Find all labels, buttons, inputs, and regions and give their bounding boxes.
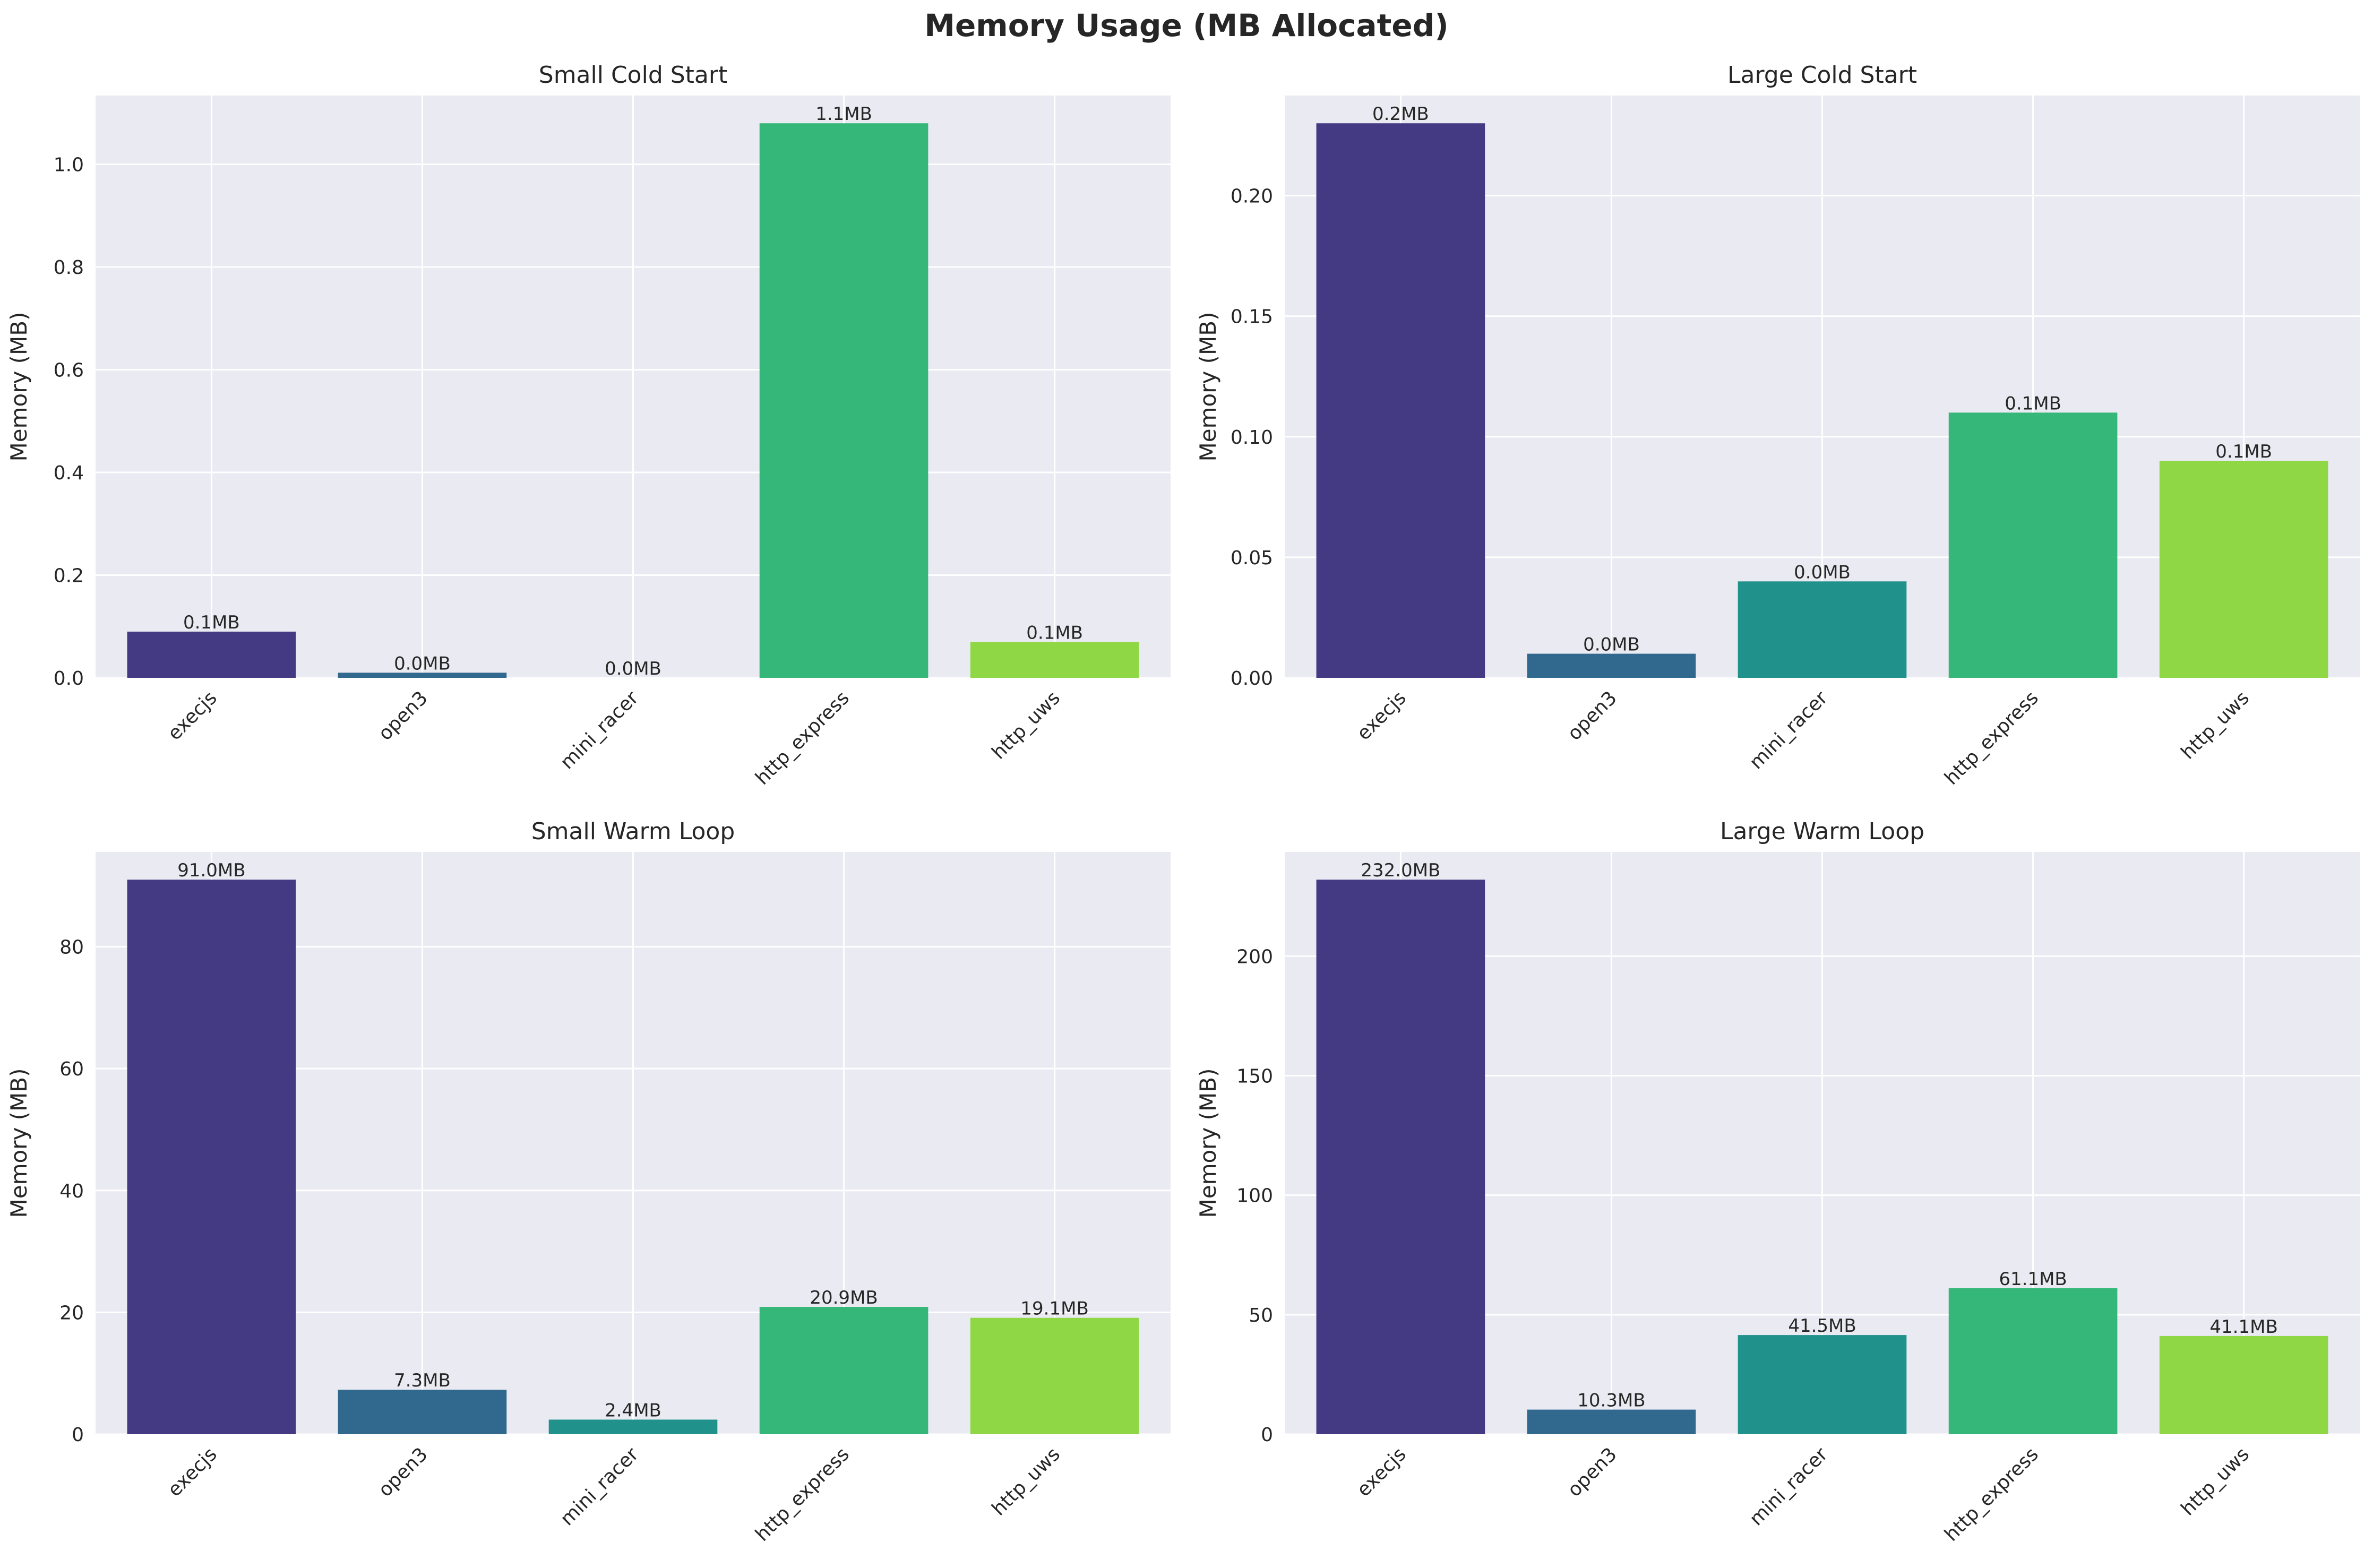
y-tick-label: 80 [59, 937, 84, 959]
panel-title: Small Warm Loop [531, 818, 735, 845]
bar-http_uws [2159, 461, 2328, 678]
data-label: 0.0MB [1794, 562, 1851, 583]
y-tick-label: 0.6 [54, 360, 84, 382]
bar-http_uws [970, 1317, 1139, 1434]
x-tick-label: execjs [1353, 1443, 1410, 1501]
y-tick-label: 150 [1236, 1066, 1273, 1088]
data-label: 1.1MB [815, 104, 872, 125]
bar-execjs [127, 631, 296, 678]
y-tick-label: 0.4 [54, 462, 84, 484]
y-tick-label: 20 [59, 1302, 84, 1324]
data-label: 7.3MB [394, 1370, 451, 1391]
panel-title: Small Cold Start [539, 62, 727, 89]
chart-panel-1: 0.0 0.2 0.4 0.6 0.8 1.0 0.1MB 0.0MB 0.0MB 1.1MB 0.… [6, 62, 1171, 789]
bar-open3 [338, 1390, 507, 1434]
x-tick-label: mini_racer [556, 1443, 643, 1530]
x-tick-label: http_express [1940, 1443, 2043, 1546]
data-label: 232.0MB [1361, 860, 1440, 881]
data-label: 0.1MB [183, 612, 240, 633]
y-tick-label: 200 [1236, 946, 1273, 968]
y-tick-label: 0.20 [1231, 186, 1273, 208]
x-tick-label: http_uws [2177, 1443, 2254, 1520]
x-tick-label: open3 [374, 687, 432, 745]
bar-http_express [759, 123, 928, 678]
y-tick-label: 1.0 [54, 154, 84, 176]
y-tick-label: 60 [59, 1058, 84, 1080]
y-axis-label: Memory (MB) [6, 1069, 32, 1218]
y-tick-label: 50 [1249, 1305, 1273, 1326]
bar-open3 [1527, 653, 1696, 678]
y-tick-label: 0.8 [54, 257, 84, 279]
bar-http_express [1948, 1288, 2118, 1434]
data-label: 0.0MB [605, 658, 661, 679]
data-label: 0.1MB [2005, 393, 2061, 414]
x-tick-label: http_express [1940, 687, 2043, 789]
y-tick-label: 0 [1261, 1424, 1273, 1446]
y-axis-label: Memory (MB) [1195, 1069, 1221, 1218]
y-tick-label: 0.00 [1231, 668, 1273, 690]
data-label: 0.0MB [1583, 634, 1640, 656]
y-tick-label: 40 [59, 1181, 84, 1202]
bar-mini_racer [548, 1419, 718, 1434]
x-tick-label: mini_racer [1746, 687, 1832, 773]
y-tick-label: 0.10 [1231, 427, 1273, 449]
x-tick-label: http_uws [2177, 687, 2254, 763]
chart-panel-3: 0 20 40 60 80 91.0MB 7.3MB 2.4MB 20.9MB 19.1MB exe… [6, 818, 1171, 1546]
figure-title: Memory Usage (MB Allocated) [924, 7, 1449, 44]
data-label: 20.9MB [810, 1287, 878, 1308]
bar-execjs [127, 880, 296, 1434]
x-tick-label: open3 [1563, 1443, 1621, 1501]
data-label: 10.3MB [1577, 1390, 1645, 1411]
y-tick-label: 0.15 [1231, 306, 1273, 328]
y-tick-label: 100 [1236, 1185, 1273, 1207]
data-label: 0.1MB [2215, 441, 2272, 462]
panel-title: Large Warm Loop [1720, 818, 1924, 845]
x-tick-label: mini_racer [556, 687, 643, 773]
x-tick-label: open3 [374, 1443, 432, 1501]
data-label: 41.1MB [2209, 1316, 2277, 1338]
x-tick-label: execjs [164, 1443, 221, 1501]
data-label: 61.1MB [1999, 1269, 2067, 1290]
bar-http_express [1948, 412, 2118, 678]
chart-panel-4: 0 50 100 150 200 232.0MB 10.3MB 41.5MB 61.1MB 41.… [1195, 818, 2360, 1546]
y-tick-label: 0.05 [1231, 547, 1273, 569]
y-tick-label: 0.2 [54, 565, 84, 587]
bar-http_uws [970, 642, 1139, 678]
chart-panel-2: 0.00 0.05 0.10 0.15 0.20 0.2MB 0.0MB 0.0MB 0.1MB… [1195, 62, 2360, 789]
x-tick-label: execjs [1353, 687, 1410, 744]
bar-mini_racer [1738, 581, 1907, 678]
x-tick-label: mini_racer [1746, 1443, 1832, 1530]
data-label: 0.0MB [394, 653, 451, 674]
bar-execjs [1316, 880, 1485, 1434]
bar-http_uws [2159, 1336, 2328, 1434]
data-label: 0.2MB [1372, 104, 1429, 125]
data-label: 41.5MB [1788, 1315, 1856, 1337]
x-tick-label: http_express [751, 1443, 854, 1546]
y-tick-label: 0.0 [54, 668, 84, 690]
data-label: 19.1MB [1020, 1298, 1088, 1320]
x-tick-label: http_uws [988, 1443, 1064, 1520]
bar-open3 [338, 673, 507, 678]
bar-http_express [759, 1307, 928, 1434]
bar-execjs [1316, 123, 1485, 678]
panel-title: Large Cold Start [1727, 62, 1917, 89]
x-tick-label: open3 [1563, 687, 1621, 745]
bar-mini_racer [1738, 1335, 1907, 1434]
data-label: 0.1MB [1026, 622, 1083, 643]
data-label: 2.4MB [605, 1400, 661, 1421]
bar-open3 [1527, 1409, 1696, 1434]
y-tick-label: 0 [72, 1424, 84, 1446]
x-tick-label: http_uws [988, 687, 1064, 763]
x-tick-label: execjs [164, 687, 221, 744]
data-label: 91.0MB [177, 860, 245, 881]
y-axis-label: Memory (MB) [6, 312, 32, 462]
y-axis-label: Memory (MB) [1195, 312, 1221, 462]
x-tick-label: http_express [751, 687, 854, 789]
